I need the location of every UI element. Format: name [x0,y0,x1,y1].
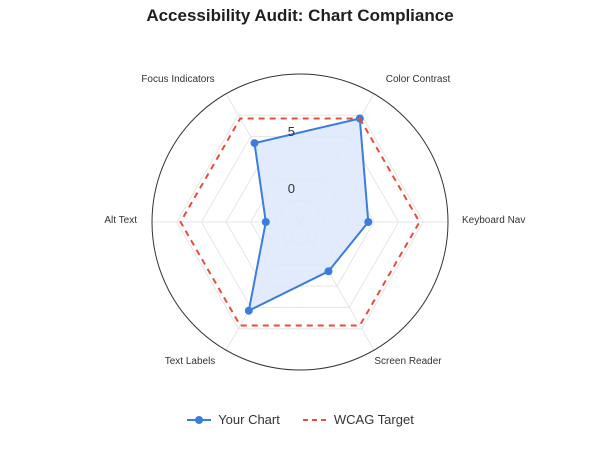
legend-item-your-chart[interactable]: Your Chart [186,412,280,427]
point-your-chart-focus-indicators[interactable] [250,139,259,148]
legend-label-your-chart: Your Chart [218,412,280,427]
legend-swatch-your-chart [187,415,212,424]
axis-label-text-labels: Text Labels [165,356,216,367]
point-your-chart-alt-text[interactable] [261,218,270,226]
outer-circle [151,73,449,371]
legend-swatch-wcag-target [302,418,327,421]
radial-tick-0: 0 [288,181,295,196]
axis-label-keyboard-nav: Keyboard Nav [462,215,525,226]
point-your-chart-screen-reader[interactable] [324,267,333,276]
chart-title: Accessibility Audit: Chart Compliance [146,6,454,25]
legend: Your Chart WCAG Target [0,412,600,427]
axis-label-alt-text: Alt Text [104,215,137,226]
axis-label-focus-indicators: Focus Indicators [141,74,214,85]
radar-labels: 0 5 Color Contrast Keyboard Nav Screen Reade… [104,74,525,367]
legend-label-wcag-target: WCAG Target [333,412,414,427]
series-wcag-target-line [179,117,421,327]
point-your-chart-keyboard-nav[interactable] [364,218,373,226]
series-your-chart-line [247,117,370,313]
radial-tick-5: 5 [288,124,295,139]
point-your-chart-text-labels[interactable] [244,306,253,315]
legend-item-wcag-target[interactable]: WCAG Target [302,412,414,427]
axis-label-screen-reader: Screen Reader [374,356,442,367]
axis-label-color-contrast: Color Contrast [386,74,451,85]
radar-series [179,114,421,327]
